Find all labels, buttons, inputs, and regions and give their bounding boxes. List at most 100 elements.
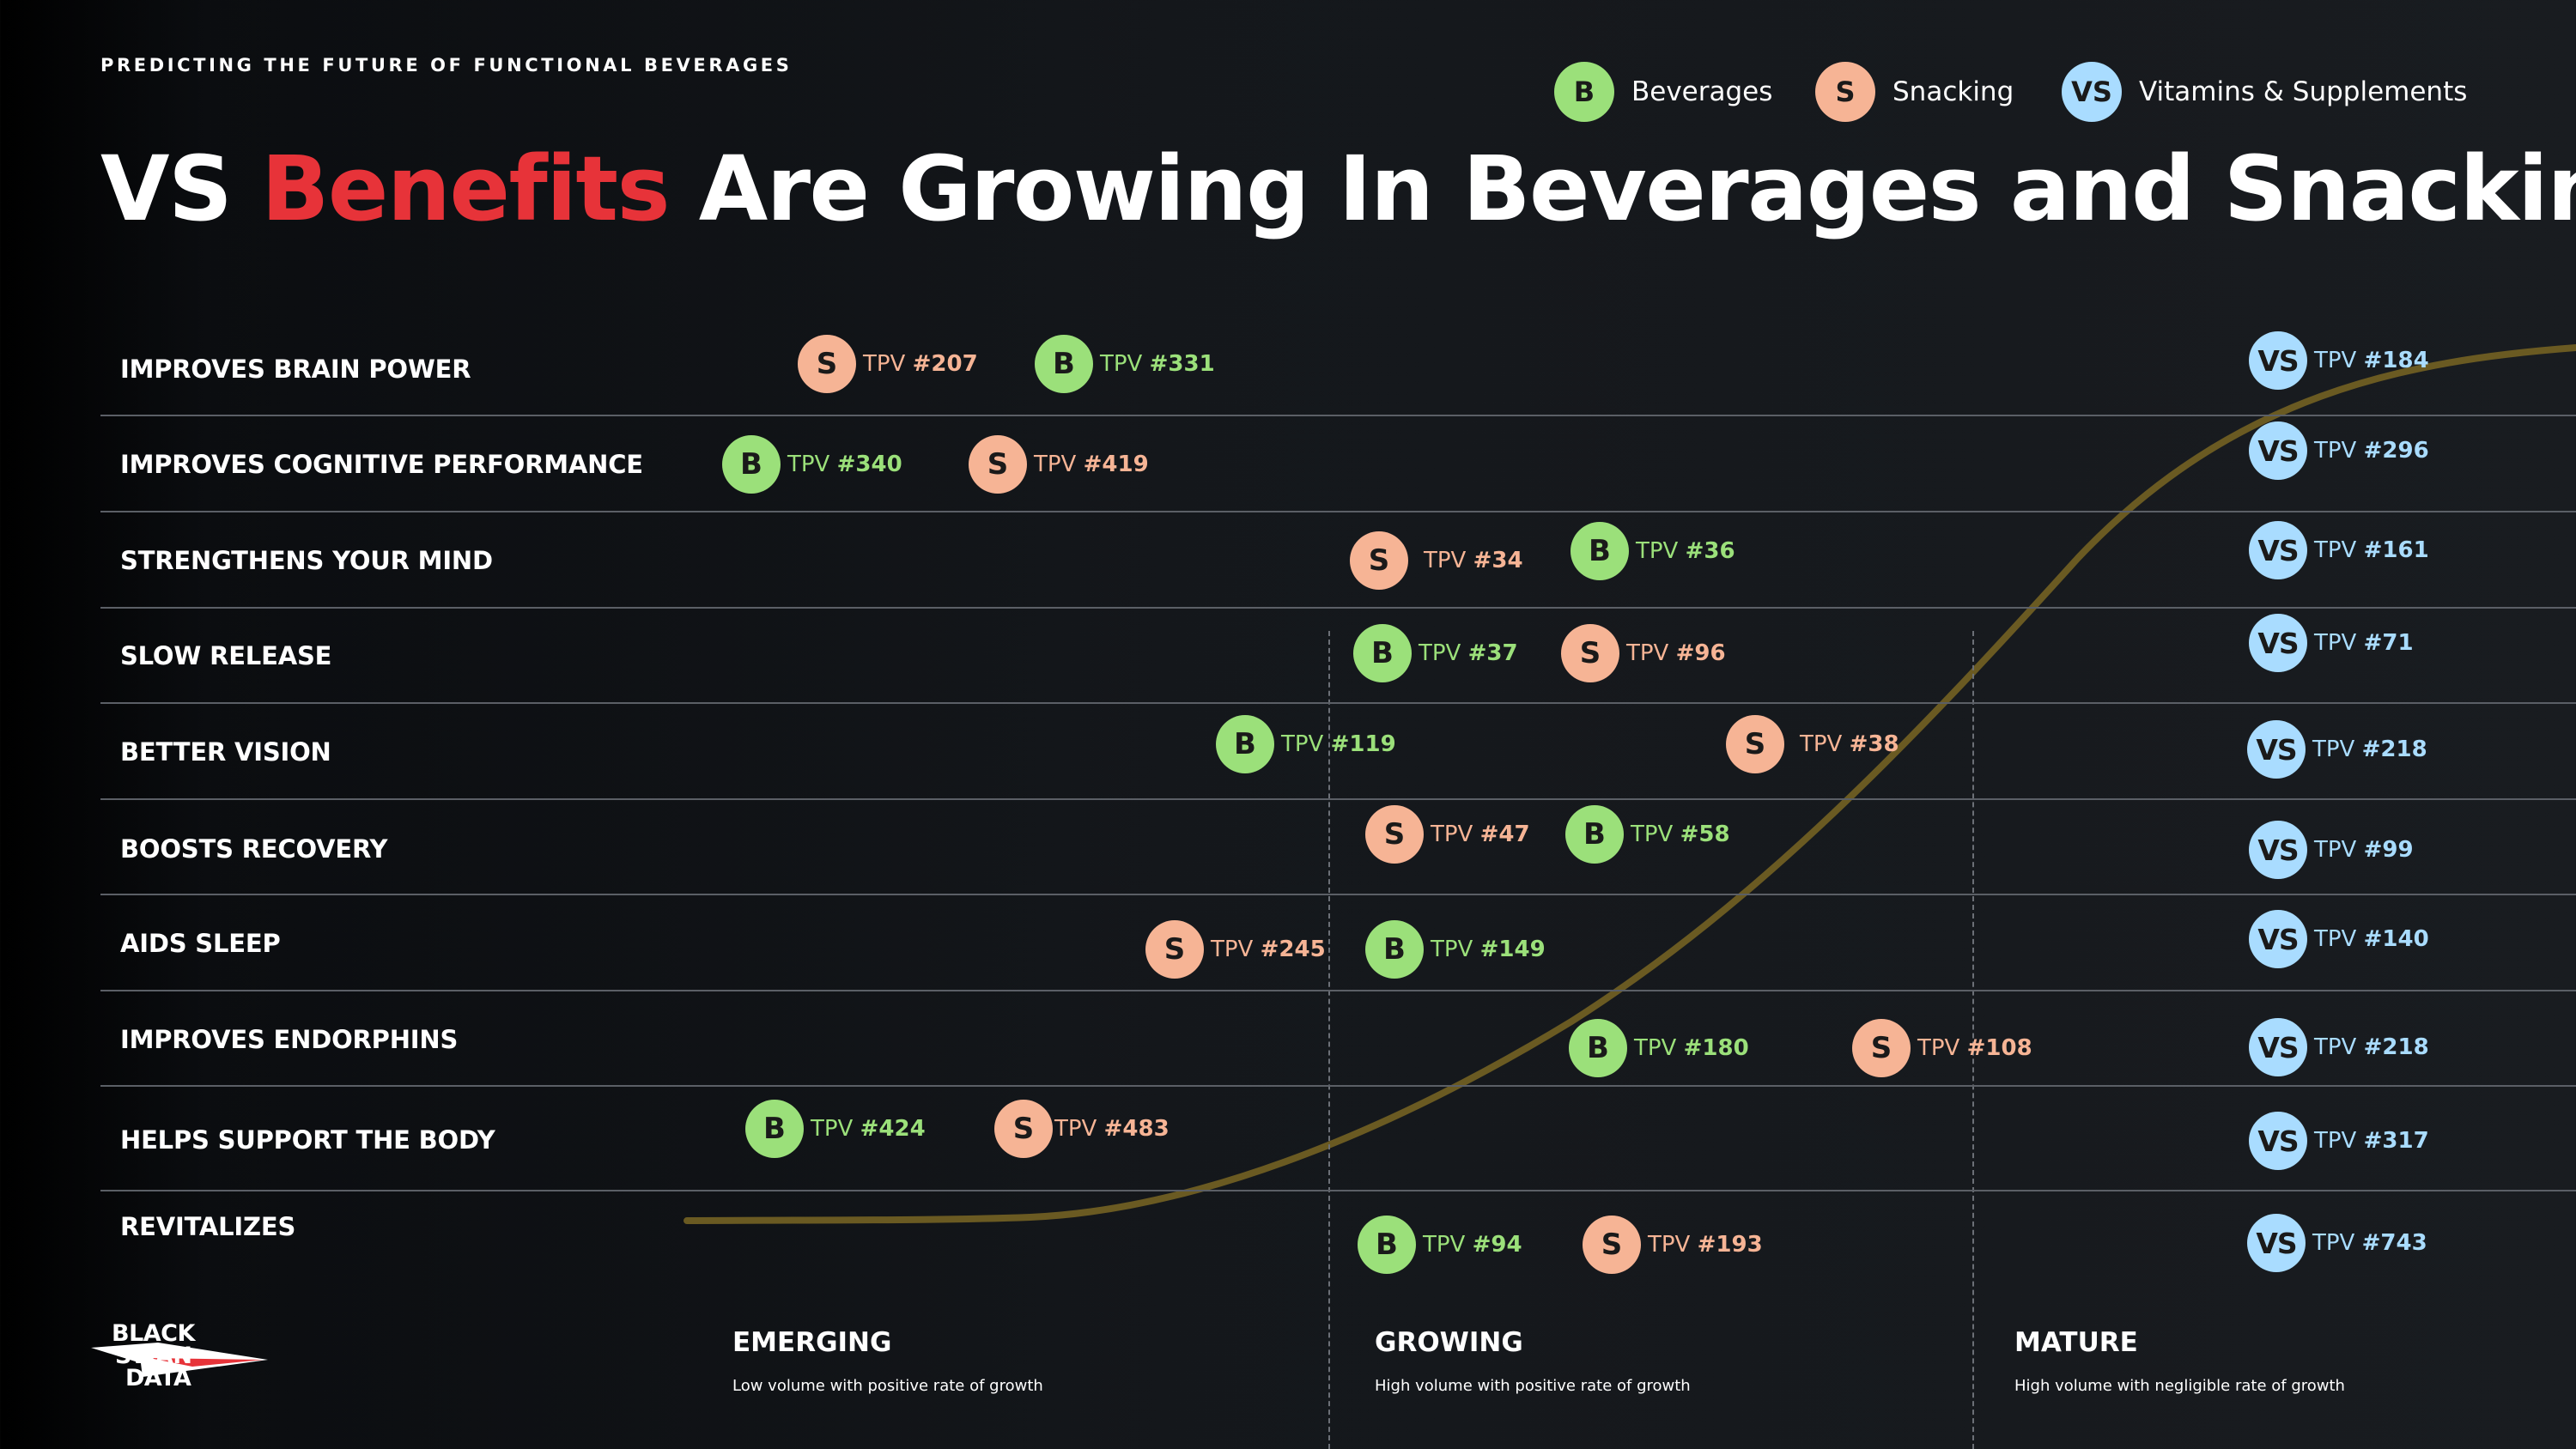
vitamins-supplements-badge: VS [2249,1112,2307,1170]
tpv-rank: TPV #296 [2314,438,2429,464]
marker-snacking: S TPV #47 [1365,804,1530,864]
beverages-badge: B [1365,920,1424,979]
tpv-rank: TPV #218 [2314,1034,2429,1060]
marker-beverages: B TPV #149 [1365,919,1546,979]
beverages-badge: B [1565,805,1624,864]
vitamins-supplements-badge: VS [2247,720,2306,779]
row-label-slow-release: SLOW RELEASE [120,641,332,670]
row-divider [100,511,2576,512]
marker-beverages: B TPV #340 [722,434,902,494]
snacking-badge: S [1365,805,1424,864]
marker-vitamins-supplements: VS TPV #317 [2249,1111,2429,1171]
legend-label: Vitamins & Supplements [2139,76,2468,107]
stage-growing: GROWING High volume with positive rate o… [1375,1327,1691,1395]
beverages-badge: B [722,435,781,494]
black-swan-data-logo: BLACK SWAN DATA [89,1322,270,1392]
beverages-badge: B [745,1100,804,1158]
vitamins-supplements-badge: VS [2249,821,2307,879]
tpv-rank: TPV #483 [1054,1116,1170,1142]
tpv-rank: TPV #96 [1626,640,1726,666]
marker-snacking: S TPV #483 [994,1099,1170,1159]
snacking-badge: S [1583,1216,1641,1274]
stage-emerging: EMERGING Low volume with positive rate o… [732,1327,1043,1395]
stage-description: Low volume with positive rate of growth [732,1377,1043,1395]
snacking-badge: S [969,435,1027,494]
vitamins-supplements-badge: VS [2249,521,2307,579]
tpv-rank: TPV #331 [1100,351,1215,377]
marker-beverages: B TPV #37 [1353,623,1518,683]
snacking-badge: S [1726,715,1784,773]
logo-line-1: BLACK [112,1320,195,1347]
beverages-badge: B [1554,62,1614,122]
tpv-rank: TPV #184 [2314,348,2429,373]
title-part-1: VS [100,136,262,241]
tpv-rank: TPV #37 [1419,640,1518,666]
tpv-rank: TPV #743 [2312,1230,2427,1256]
stage-divider-mature [1972,631,1974,1449]
row-label-helps-support-body: HELPS SUPPORT THE BODY [120,1125,495,1155]
snacking-badge: S [1350,531,1408,590]
tpv-rank: TPV #119 [1281,731,1396,757]
tpv-rank: TPV #424 [811,1116,926,1142]
marker-vitamins-supplements: VS TPV #161 [2249,520,2429,580]
row-divider [100,702,2576,704]
vitamins-supplements-badge: VS [2062,62,2122,122]
row-divider [100,798,2576,800]
marker-vitamins-supplements: VS TPV #184 [2249,330,2429,391]
stage-name: GROWING [1375,1327,1523,1358]
row-divider [100,990,2576,991]
row-label-strengthens-mind: STRENGTHENS YOUR MIND [120,546,493,575]
tpv-rank: TPV #108 [1917,1035,2032,1061]
vitamins-supplements-badge: VS [2249,331,2307,390]
tpv-rank: TPV #36 [1636,538,1735,564]
marker-beverages: B TPV #94 [1358,1215,1522,1275]
tpv-rank: TPV #180 [1634,1035,1749,1061]
row-divider [100,607,2576,609]
beverages-badge: B [1216,715,1274,773]
vitamins-supplements-badge: VS [2249,421,2307,480]
legend-item-beverages: B Beverages [1554,60,1772,124]
row-label-better-vision: BETTER VISION [120,737,331,767]
tpv-rank: TPV #419 [1034,452,1149,477]
marker-beverages: B TPV #424 [745,1099,926,1159]
snacking-badge: S [1852,1019,1911,1077]
row-label-boosts-recovery: BOOSTS RECOVERY [120,834,388,864]
vitamins-supplements-badge: VS [2249,614,2307,672]
row-label-brain-power: IMPROVES BRAIN POWER [120,355,471,384]
tpv-rank: TPV #340 [787,452,902,477]
marker-vitamins-supplements: VS TPV #71 [2249,613,2414,673]
tpv-rank: TPV #218 [2312,737,2427,762]
growth-s-curve [683,344,2576,1224]
snacking-badge: S [798,335,856,393]
row-divider [100,894,2576,895]
beverages-badge: B [1569,1019,1627,1077]
tpv-rank: TPV #193 [1648,1232,1763,1258]
row-divider [100,415,2576,416]
tpv-rank: TPV #99 [2314,837,2414,863]
tpv-rank: TPV #58 [1631,822,1730,847]
marker-vitamins-supplements: VS TPV #218 [2249,1017,2429,1077]
title-part-2: Are Growing In Beverages and Snacking [669,136,2576,241]
row-label-aids-sleep: AIDS SLEEP [120,929,281,958]
stage-description: High volume with negligible rate of grow… [2014,1377,2345,1395]
marker-vitamins-supplements: VS TPV #99 [2249,820,2414,880]
legend-label: Snacking [1893,76,2014,107]
marker-beverages: B TPV #119 [1216,714,1396,774]
tpv-rank: TPV #161 [2314,537,2429,563]
marker-beverages: B TPV #180 [1569,1018,1749,1078]
vitamins-supplements-badge: VS [2249,1018,2307,1076]
logo-line-2: SWAN [115,1343,192,1369]
marker-snacking: S TPV #193 [1583,1215,1763,1275]
tpv-rank: TPV #47 [1431,822,1530,847]
beverages-badge: B [1035,335,1093,393]
eyebrow-heading: PREDICTING THE FUTURE OF FUNCTIONAL BEVE… [100,55,793,76]
marker-snacking: S TPV #34 [1350,530,1523,591]
beverages-badge: B [1358,1216,1416,1274]
marker-vitamins-supplements: VS TPV #743 [2247,1213,2427,1273]
row-label-improves-endorphins: IMPROVES ENDORPHINS [120,1025,459,1054]
row-divider [100,1190,2576,1191]
tpv-rank: TPV #94 [1423,1232,1522,1258]
row-label-cognitive-performance: IMPROVES COGNITIVE PERFORMANCE [120,450,643,479]
tpv-rank: TPV #38 [1800,731,1899,757]
